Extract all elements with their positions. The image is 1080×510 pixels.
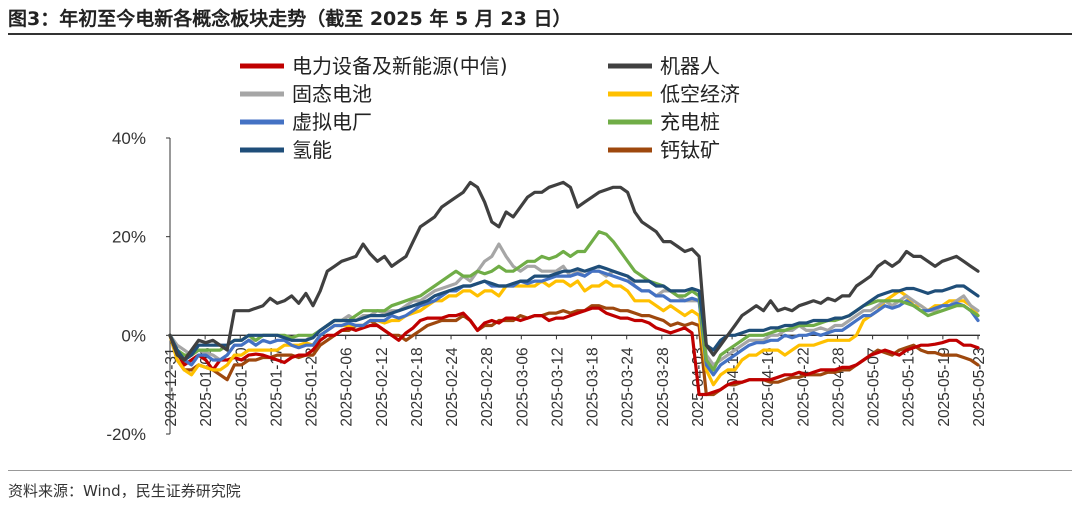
x-tick-label: 2025-02-06 bbox=[339, 347, 356, 426]
source-divider bbox=[8, 470, 1072, 471]
x-tick-label: 2025-04-16 bbox=[760, 347, 777, 426]
series-line bbox=[168, 230, 980, 372]
x-tick-label: 2025-02-28 bbox=[479, 347, 496, 426]
x-tick-label: 2025-03-24 bbox=[620, 347, 637, 427]
legend-label: 固态电池 bbox=[292, 82, 372, 106]
x-tick-label: 2024-12-31 bbox=[163, 347, 180, 426]
legend-label: 虚拟电厂 bbox=[292, 110, 372, 134]
x-tick-label: 2025-05-23 bbox=[971, 347, 988, 426]
series-line bbox=[168, 279, 980, 387]
x-tick-label: 2025-02-24 bbox=[444, 347, 461, 427]
legend-label: 机器人 bbox=[660, 54, 720, 78]
legend-label: 充电桩 bbox=[660, 110, 720, 134]
x-tick-label: 2025-05-13 bbox=[901, 347, 918, 426]
chart-series-lines bbox=[168, 180, 980, 397]
x-tick-label: 2025-01-17 bbox=[268, 347, 285, 426]
x-tick-label: 2025-01-23 bbox=[304, 347, 321, 426]
chart-title: 图3：年初至今电新各概念板块走势（截至 2025 年 5 月 23 日） bbox=[8, 8, 572, 30]
y-tick-label: -20% bbox=[106, 425, 146, 444]
x-tick-label: 2025-04-22 bbox=[795, 347, 812, 426]
title-divider bbox=[8, 33, 1072, 35]
y-tick-label: 0% bbox=[121, 326, 146, 345]
legend-label: 电力设备及新能源(中信) bbox=[292, 54, 508, 78]
x-tick-label: 2025-02-18 bbox=[409, 347, 426, 426]
legend-label: 氢能 bbox=[292, 138, 332, 162]
x-tick-label: 2025-05-07 bbox=[866, 347, 883, 426]
x-tick-label: 2025-05-19 bbox=[936, 347, 953, 426]
x-tick-label: 2025-03-18 bbox=[585, 347, 602, 426]
y-tick-label: 20% bbox=[112, 228, 146, 247]
x-tick-label: 2025-03-12 bbox=[549, 347, 566, 426]
legend-label: 低空经济 bbox=[660, 82, 740, 106]
series-line bbox=[168, 306, 980, 397]
source-note: 资料来源：Wind，民生证券研究院 bbox=[8, 482, 241, 500]
x-tick-label: 2025-03-28 bbox=[655, 347, 672, 426]
series-line bbox=[168, 180, 980, 362]
x-tick-label: 2025-03-06 bbox=[514, 347, 531, 426]
series-line bbox=[168, 269, 980, 377]
series-line bbox=[168, 264, 980, 362]
x-tick-label: 2025-01-10 bbox=[233, 347, 250, 427]
x-tick-label: 2025-02-12 bbox=[374, 347, 391, 426]
y-tick-label: 40% bbox=[112, 129, 146, 148]
legend-label: 钙钛矿 bbox=[660, 138, 720, 162]
x-tick-label: 2025-04-28 bbox=[830, 347, 847, 426]
